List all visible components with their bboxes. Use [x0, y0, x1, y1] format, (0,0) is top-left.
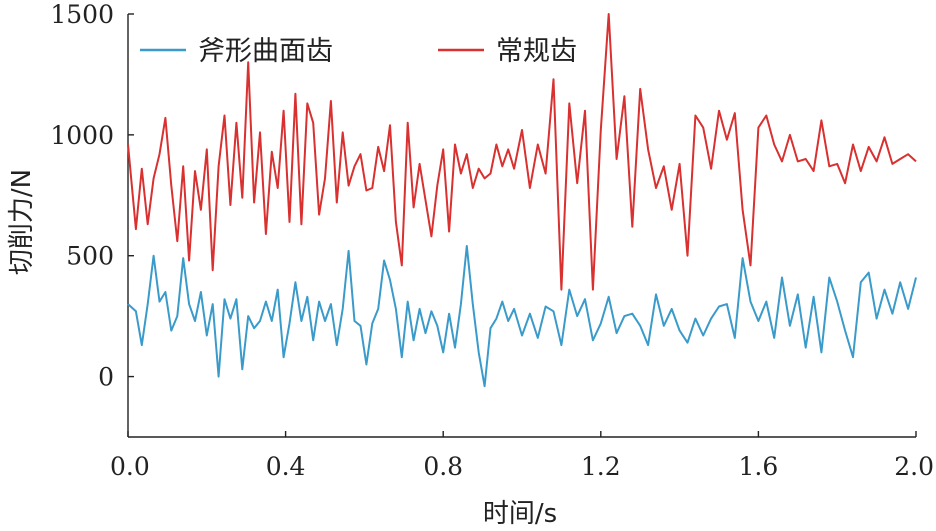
- axes: [127, 14, 916, 438]
- x-axis-title: 时间/s: [483, 499, 557, 529]
- series-line-2: [127, 13, 917, 291]
- ticks: [127, 13, 917, 437]
- series-line-1: [127, 245, 917, 388]
- x-tick-label: 0.0: [110, 452, 150, 481]
- legend-label-series-2: 常规齿: [496, 36, 577, 67]
- y-axis-title: 切削力/N: [7, 169, 37, 275]
- x-tick-label: 1.6: [739, 452, 779, 481]
- x-tick-label: 2.0: [894, 452, 934, 481]
- x-tick-label: 0.8: [423, 452, 463, 481]
- series-layer: [127, 13, 917, 388]
- legend: 斧形曲面齿 常规齿: [140, 36, 577, 67]
- y-tick-label: 1000: [50, 121, 114, 150]
- x-tick-label: 1.2: [581, 452, 621, 481]
- y-tick-label: 1500: [50, 0, 114, 29]
- y-tick-label: 0: [98, 363, 114, 392]
- tick-labels: 0.0 0.4 0.8 1.2 1.6 2.0 0 500 1000 1500: [50, 0, 934, 481]
- legend-label-series-1: 斧形曲面齿: [198, 36, 333, 67]
- x-tick-label: 0.4: [266, 452, 306, 481]
- y-tick-label: 500: [66, 242, 114, 271]
